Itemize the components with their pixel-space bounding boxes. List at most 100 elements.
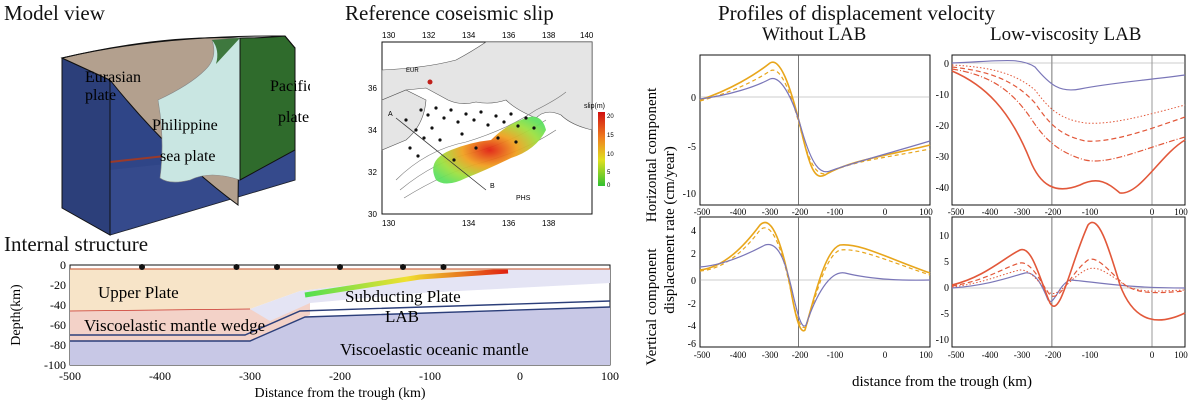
lon-tick-bottom: 138 (542, 219, 556, 228)
structure-ylabel: Depth(km) (9, 284, 24, 346)
curve-tl-dashed (699, 69, 931, 175)
slip-map: 130 132 134 136 138 140 130 134 136 138 … (368, 31, 614, 228)
svg-text:-2: -2 (688, 299, 696, 310)
eur-label: EUR (406, 68, 419, 74)
pacific-label-2: plate (278, 109, 309, 126)
svg-text:100: 100 (601, 369, 619, 383)
lon-tick: 140 (580, 31, 594, 40)
svg-text:-100: -100 (44, 358, 66, 372)
curve-bl-blue (699, 243, 931, 327)
br-y-ticks: 10 5 0 -5 -10 (936, 231, 949, 346)
svg-text:0: 0 (1150, 350, 1155, 360)
svg-text:-100: -100 (827, 207, 844, 217)
svg-text:0: 0 (883, 207, 888, 217)
svg-text:-200: -200 (1045, 207, 1062, 217)
svg-text:-200: -200 (329, 369, 351, 383)
oceanic-mantle-region (70, 307, 610, 365)
top-left-x-ticks: -500 -400 -300 -200 -100 0 100 (694, 207, 934, 217)
svg-text:0: 0 (691, 276, 696, 287)
horizontal-component-label: Horizontal component (644, 87, 660, 222)
colorbar-tick: 0 (607, 183, 611, 189)
profiles-xlabel: distance from the trough (km) (852, 374, 1032, 390)
upper-plate-label: Upper Plate (98, 283, 179, 302)
seismic-points (404, 106, 536, 162)
bottom-right-x-ticks: -500 -400 -300 -200 -100 0 100 (948, 350, 1189, 360)
lon-tick: 132 (422, 31, 436, 40)
model-view-block: Eurasian plate Philippine sea plate Paci… (60, 35, 310, 236)
svg-text:2: 2 (691, 249, 696, 260)
svg-text:-10: -10 (936, 335, 949, 346)
svg-text:0: 0 (517, 369, 523, 383)
lat-tick: 34 (368, 126, 377, 135)
colorbar-tick: 10 (607, 152, 614, 158)
slip-map-title: Reference coseismic slip (345, 1, 554, 25)
station-marker (139, 264, 145, 270)
subducting-plate-region (250, 269, 610, 321)
svg-text:100: 100 (919, 207, 933, 217)
internal-structure-title: Internal structure (4, 232, 149, 256)
svg-text:100: 100 (1174, 207, 1188, 217)
without-lab-title: Without LAB (762, 24, 867, 45)
svg-text:-300: -300 (1014, 207, 1031, 217)
svg-text:-10: -10 (936, 90, 949, 101)
svg-text:-400: -400 (730, 350, 747, 360)
lon-tick: 138 (542, 31, 556, 40)
svg-text:100: 100 (919, 350, 933, 360)
distance-ticks: -500 -400 -300 -200 -100 0 100 (59, 369, 619, 383)
slip-patch (433, 116, 546, 184)
svg-text:-300: -300 (762, 350, 779, 360)
svg-text:0: 0 (944, 283, 949, 294)
svg-text:-6: -6 (688, 339, 696, 350)
panel-v-without (699, 216, 931, 348)
philippine-plate-surface (157, 37, 241, 183)
svg-text:-60: -60 (50, 318, 66, 332)
svg-text:-100: -100 (419, 369, 441, 383)
subducting-plate-label: Subducting Plate (345, 287, 461, 306)
curve-bl-solid (699, 221, 931, 332)
svg-text:-5: -5 (688, 142, 696, 153)
svg-text:-100: -100 (1082, 207, 1099, 217)
svg-text:-500: -500 (694, 207, 711, 217)
svg-text:-4: -4 (688, 321, 696, 332)
bottom-left-x-ticks: -500 -400 -300 -200 -100 0 100 (694, 350, 934, 360)
svg-text:-500: -500 (694, 350, 711, 360)
model-view-title: Model view (4, 1, 105, 25)
vertical-component-label: Vertical component (644, 248, 660, 366)
curve-br-solid (951, 221, 1186, 321)
phs-label: PHS (516, 195, 531, 202)
svg-text:-400: -400 (149, 369, 171, 383)
svg-text:4: 4 (691, 226, 696, 237)
lon-tick: 134 (462, 31, 476, 40)
curve-tl-blue (699, 77, 931, 173)
coseismic-fault-segment (304, 268, 509, 298)
svg-text:-300: -300 (1014, 350, 1031, 360)
depth-ticks: 0 -20 -40 -60 -80 -100 (44, 258, 66, 372)
lon-tick: 130 (382, 31, 396, 40)
lon-tick-bottom: 130 (382, 219, 396, 228)
profiles-figure: Horizontal component Vertical component … (644, 54, 1189, 390)
philippine-label-2: sea plate (160, 148, 216, 165)
curve-br-dashed (951, 258, 1186, 297)
tl-y-ticks: 0 -5 -10 (683, 93, 696, 200)
station-marker (233, 264, 240, 270)
internal-structure-figure: Upper Plate Subducting Plate Viscoelasti… (9, 258, 619, 401)
svg-text:-500: -500 (948, 207, 965, 217)
colorbar-tick: 15 (607, 133, 614, 139)
svg-text:-100: -100 (827, 350, 844, 360)
lon-tick: 136 (502, 31, 516, 40)
svg-text:-500: -500 (59, 369, 81, 383)
svg-text:-300: -300 (762, 207, 779, 217)
colorbar-tick: 5 (607, 170, 611, 176)
svg-text:-200: -200 (1045, 350, 1062, 360)
panel-h-low (951, 54, 1186, 206)
lon-tick-bottom: 134 (462, 219, 476, 228)
curve-tr-blue (951, 59, 1186, 91)
curve-tr-dashed (951, 66, 1186, 142)
lat-tick: 32 (368, 168, 377, 177)
curve-br-dotted (951, 267, 1186, 294)
svg-text:-5: -5 (941, 309, 949, 320)
svg-text:5: 5 (944, 257, 949, 268)
curve-bl-dashed (699, 227, 931, 329)
panel-h-without (699, 54, 931, 206)
svg-text:0: 0 (883, 350, 888, 360)
